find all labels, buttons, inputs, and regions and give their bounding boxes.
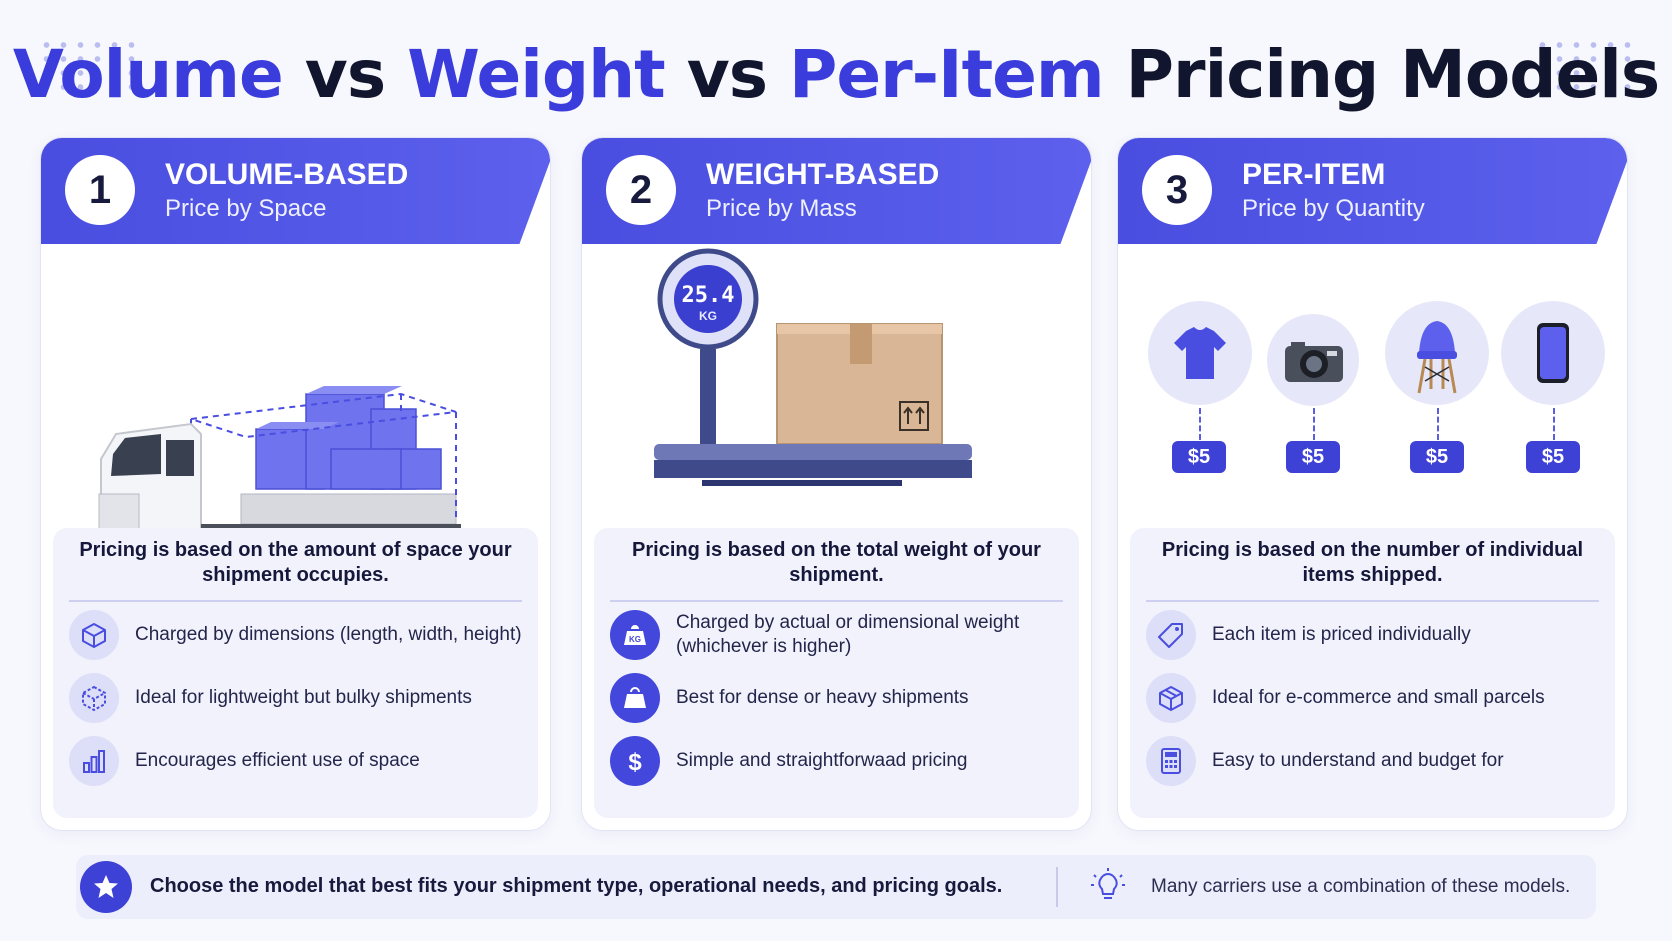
- scale-reading: 25.4: [682, 283, 735, 308]
- feature-item: Ideal for e-commerce and small parcels: [1146, 673, 1606, 723]
- price-tag-icon: [1146, 610, 1196, 660]
- feature-item: Ideal for lightweight but bulky shipment…: [69, 673, 529, 723]
- svg-text:KG: KG: [629, 635, 641, 644]
- card-title: WEIGHT-BASED: [706, 158, 940, 191]
- card-title: VOLUME-BASED: [165, 158, 409, 191]
- connector-line: [1553, 408, 1555, 440]
- smartphone-icon: [1501, 301, 1605, 405]
- feature-text: Simple and straightforwaad pricing: [676, 750, 968, 771]
- price-tag: $5: [1172, 441, 1226, 473]
- card-volume-based: 1 VOLUME-BASED Price by Space: [40, 137, 551, 831]
- bar-chart-icon: [69, 736, 119, 786]
- card-per-item: 3 PER-ITEM Price by Quantity $5 $5 $5 $5…: [1117, 137, 1628, 831]
- divider: [1146, 600, 1599, 602]
- parcel-icon: [1146, 673, 1196, 723]
- dollar-icon: $: [610, 736, 660, 786]
- info-panel: Pricing is based on the number of indivi…: [1130, 528, 1615, 818]
- weight-icon: [610, 673, 660, 723]
- connector-line: [1199, 408, 1201, 440]
- card-number: 1: [65, 155, 135, 225]
- feature-text: Encourages efficient use of space: [135, 750, 420, 771]
- info-panel: Pricing is based on the amount of space …: [53, 528, 538, 818]
- cube-icon: [69, 610, 119, 660]
- feature-item: $ Simple and straightforwaad pricing: [610, 736, 1070, 786]
- star-icon: [80, 861, 132, 913]
- footer-note: Many carriers use a combination of these…: [1151, 876, 1571, 897]
- divider: [1056, 867, 1058, 907]
- feature-item: Best for dense or heavy shipments: [610, 673, 1070, 723]
- decorative-dots-left: [38, 38, 138, 98]
- connector-line: [1313, 408, 1315, 440]
- divider: [610, 600, 1063, 602]
- feature-item: Charged by dimensions (length, width, he…: [69, 610, 529, 660]
- card-subtitle: Price by Space: [165, 195, 327, 222]
- feature-text: Ideal for e-commerce and small parcels: [1212, 687, 1545, 708]
- tshirt-icon: [1148, 301, 1252, 405]
- feature-text: Easy to understand and budget for: [1212, 750, 1504, 771]
- feature-item: Encourages efficient use of space: [69, 736, 529, 786]
- card-number: 3: [1142, 155, 1212, 225]
- divider: [69, 600, 522, 602]
- footer-banner: Choose the model that best fits your shi…: [76, 855, 1596, 919]
- price-tag: $5: [1526, 441, 1580, 473]
- card-description: Pricing is based on the number of indivi…: [1161, 539, 1584, 586]
- card-weight-based: 2 WEIGHT-BASED Price by Mass 25.4 KG Pri…: [581, 137, 1092, 831]
- connector-line: [1437, 408, 1439, 440]
- card-description: Pricing is based on the amount of space …: [79, 539, 512, 586]
- card-subtitle: Price by Quantity: [1242, 195, 1425, 222]
- chair-icon: [1385, 301, 1489, 405]
- footer-main-text: Choose the model that best fits your shi…: [150, 875, 1003, 897]
- feature-item: Easy to understand and budget for: [1146, 736, 1606, 786]
- svg-text:$: $: [628, 749, 642, 776]
- lightbulb-icon: [1091, 868, 1125, 899]
- decorative-dots-right: [1534, 38, 1634, 98]
- feature-text: Ideal for lightweight but bulky shipment…: [135, 687, 472, 708]
- info-panel: Pricing is based on the total weight of …: [594, 528, 1079, 818]
- card-description: Pricing is based on the total weight of …: [632, 539, 1041, 586]
- card-title: PER-ITEM: [1242, 158, 1386, 191]
- feature-item: KG Charged by actual or dimensional weig…: [610, 610, 1070, 660]
- page-title: Volume vs Weight vs Per-Item Pricing Mod…: [12, 36, 1660, 113]
- camera-icon: [1267, 314, 1359, 406]
- price-tag: $5: [1286, 441, 1340, 473]
- feature-text: Charged by actual or dimensional weight …: [676, 612, 1020, 657]
- feature-text: Best for dense or heavy shipments: [676, 687, 969, 708]
- dashed-box-icon: [69, 673, 119, 723]
- feature-item: Each item is priced individually: [1146, 610, 1606, 660]
- feature-text: Charged by dimensions (length, width, he…: [135, 624, 522, 645]
- calculator-icon: [1146, 736, 1196, 786]
- scale-unit: KG: [699, 309, 717, 323]
- feature-text: Each item is priced individually: [1212, 624, 1471, 645]
- price-tag: $5: [1410, 441, 1464, 473]
- kg-weight-icon: KG: [610, 610, 660, 660]
- card-subtitle: Price by Mass: [706, 195, 857, 222]
- card-number: 2: [606, 155, 676, 225]
- scale-illustration: 25.4 KG: [654, 248, 972, 486]
